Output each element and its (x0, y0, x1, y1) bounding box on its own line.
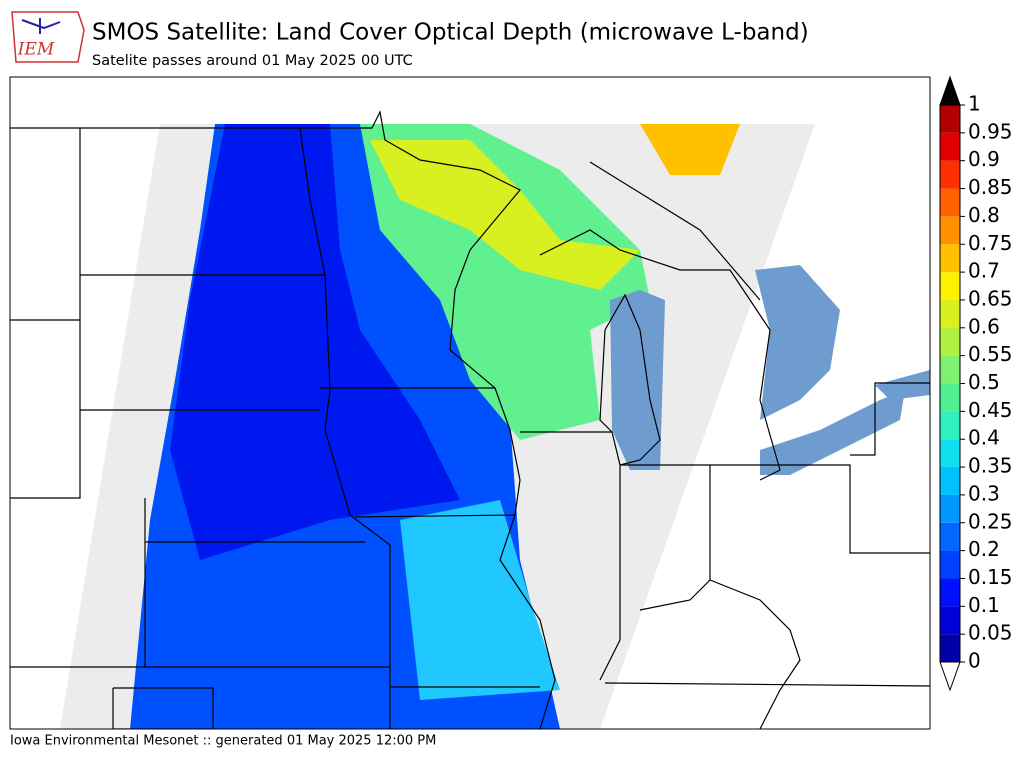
colorbar-segment (940, 634, 960, 662)
map-frame (9, 76, 931, 730)
colorbar-segment (940, 299, 960, 328)
colorbar-segment (940, 327, 960, 356)
colorbar-tick-label: 0.85 (968, 175, 1013, 199)
colorbar-over (939, 75, 961, 106)
colorbar-tick-label: 1 (968, 92, 981, 116)
logo: IEM (11, 11, 85, 63)
lake (755, 265, 840, 420)
colorbar-segment (940, 105, 960, 133)
colorbar-tick-label: 0.5 (968, 370, 1000, 394)
colorbar: 0 0.05 0.1 0.15 0.2 0.25 0.3 0.35 0.4 0.45 0.5 0.55… (939, 75, 1013, 692)
colorbar-segment (940, 244, 960, 273)
colorbar-tick-label: 0.35 (968, 454, 1013, 478)
colorbar-segment (940, 467, 960, 495)
colorbar-tick-label: 0.75 (968, 231, 1013, 255)
data-field (170, 124, 460, 560)
subtitle: Satelite passes around 01 May 2025 00 UT… (92, 53, 413, 69)
colorbar-segment (940, 550, 960, 579)
colorbar-segment (940, 355, 960, 384)
logo-outline (11, 11, 85, 63)
colorbar-segment (940, 606, 960, 635)
map (9, 76, 931, 730)
colorbar-segment (940, 578, 960, 607)
title: SMOS Satellite: Land Cover Optical Depth… (92, 20, 809, 46)
colorbar-tick-label: 0.4 (968, 426, 1000, 450)
colorbar-tick-label: 0.9 (968, 147, 1000, 171)
lake (875, 370, 930, 400)
colorbar-tick-label: 0.95 (968, 119, 1013, 143)
colorbar-tick-label: 0.15 (968, 565, 1013, 589)
colorbar-segment (940, 439, 960, 468)
data-field (640, 124, 740, 175)
colorbar-segment (940, 160, 960, 189)
colorbar-segment (940, 494, 960, 523)
colorbar-tick-label: 0.05 (968, 621, 1013, 645)
colorbar-tick-label: 0.2 (968, 537, 1000, 561)
colorbar-segment (940, 188, 960, 217)
logo-icon (21, 18, 61, 34)
lake (760, 390, 905, 475)
logo-text: IEM (17, 40, 55, 60)
data-field (370, 140, 640, 290)
colorbar-tick-label: 0.55 (968, 342, 1013, 366)
footer: Iowa Environmental Mesonet :: generated … (10, 734, 436, 749)
colorbar-tick-label: 0.8 (968, 203, 1000, 227)
colorbar-segment (940, 522, 960, 551)
colorbar-tick-label: 0.65 (968, 286, 1013, 310)
data-field (400, 500, 560, 700)
colorbar-tick-label: 0.45 (968, 398, 1013, 422)
colorbar-segment (940, 216, 960, 245)
colorbar-tick-label: 0.7 (968, 259, 1000, 283)
colorbar-tick-label: 0.6 (968, 314, 1000, 338)
colorbar-segment (940, 132, 960, 161)
colorbar-tick-label: 0 (968, 649, 981, 673)
state-borders (10, 110, 930, 729)
colorbar-segment (940, 272, 960, 300)
colorbar-segment (940, 411, 960, 440)
lake (610, 290, 665, 470)
colorbar-tick-label: 0.3 (968, 481, 1000, 505)
colorbar-under (939, 661, 961, 692)
colorbar-segment (940, 383, 960, 412)
colorbar-tick-label: 0.1 (968, 593, 1000, 617)
colorbar-tick-label: 0.25 (968, 509, 1013, 533)
